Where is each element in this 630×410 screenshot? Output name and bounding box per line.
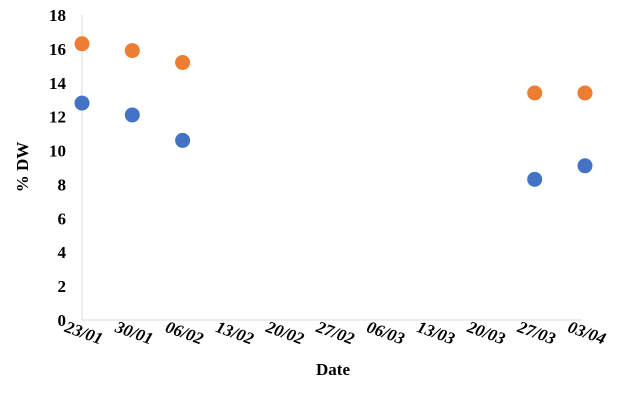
y-tick-label: 16: [49, 40, 66, 59]
data-point-series-2: [577, 158, 593, 174]
y-tick-label: 12: [49, 108, 66, 127]
data-point-series-1: [124, 43, 140, 59]
x-tick-label: 27/03: [514, 317, 558, 349]
y-tick-label: 14: [49, 74, 67, 93]
y-tick-label: 8: [58, 175, 67, 194]
data-point-series-1: [527, 85, 543, 101]
x-tick-label: 06/02: [163, 317, 206, 348]
data-point-series-2: [527, 171, 543, 187]
x-tick-label: 03/04: [565, 317, 608, 348]
x-tick-label: 27/02: [313, 317, 357, 349]
data-point-series-1: [577, 85, 593, 101]
x-tick-label: 06/03: [364, 317, 407, 348]
x-tick-label: 20/03: [464, 317, 508, 349]
y-tick-label: 0: [58, 311, 67, 330]
y-tick-label: 2: [58, 277, 67, 296]
data-points: [74, 36, 593, 187]
x-axis-title: Date: [316, 360, 350, 379]
x-tick-labels: 23/01 30/01 06/02 13/02 20/02 27/02 06/03 13/03…: [61, 317, 608, 349]
data-point-series-2: [175, 132, 191, 148]
data-point-series-1: [175, 54, 191, 70]
data-point-series-2: [74, 95, 90, 111]
x-tick-label: 13/03: [415, 317, 458, 348]
y-axis-title: % DW: [13, 142, 32, 193]
data-point-series-1: [74, 36, 90, 52]
y-tick-labels: 0 2 4 6 8 10 12 14 16 18: [49, 6, 67, 330]
data-point-series-2: [124, 107, 140, 123]
x-tick-label: 13/02: [213, 317, 256, 348]
y-tick-label: 10: [49, 142, 66, 161]
x-tick-label: 20/02: [263, 317, 307, 349]
x-tick-label: 30/01: [112, 317, 156, 348]
y-tick-label: 4: [58, 243, 67, 262]
x-tick-label: 23/01: [61, 317, 105, 348]
y-tick-label: 6: [58, 209, 67, 228]
y-tick-label: 18: [49, 6, 66, 25]
